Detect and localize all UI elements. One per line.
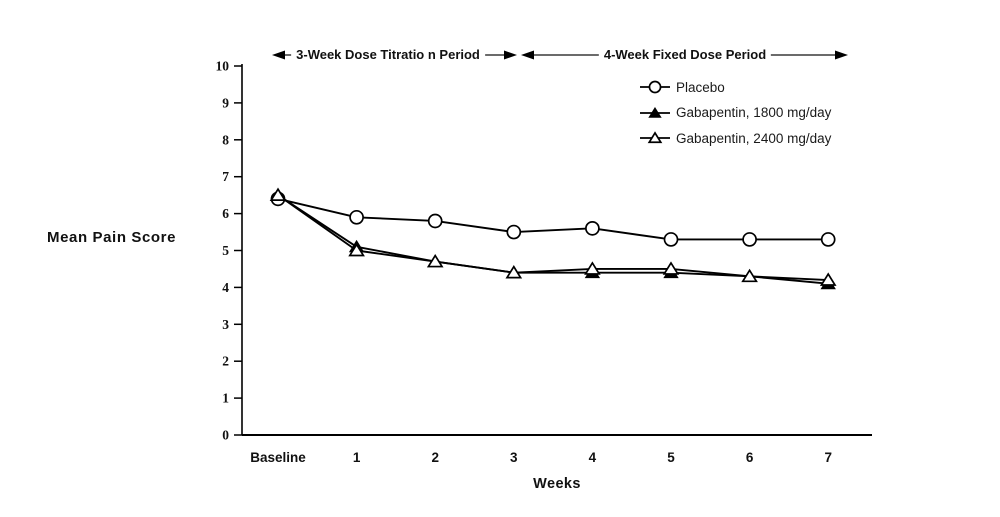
open-triangle-marker [348, 242, 365, 257]
open-triangle-marker [819, 272, 837, 286]
legend-item-gabapentin-1800: Gabapentin, 1800 mg/day [640, 104, 831, 122]
filled-triangle-marker [648, 106, 662, 118]
open-circle-icon [640, 80, 670, 94]
legend-label: Gabapentin, 1800 mg/day [676, 105, 832, 120]
open-circle-marker [663, 232, 679, 247]
open-circle-marker [427, 213, 443, 229]
legend-item-placebo: Placebo [640, 78, 831, 96]
arrow-left-icon [272, 50, 285, 60]
open-triangle-marker [426, 253, 444, 268]
y-tick-label: 7 [222, 169, 229, 184]
legend-label: Placebo [676, 79, 725, 95]
series-line [277, 197, 829, 241]
open-triangle-marker [269, 187, 287, 201]
legend-item-gabapentin-2400: Gabapentin, 2400 mg/day [640, 129, 831, 147]
y-axis-title: Mean Pain Score [47, 229, 177, 246]
y-tick-label: 0 [222, 428, 229, 443]
arrow-right-icon [835, 50, 848, 60]
y-tick-label: 2 [222, 354, 229, 369]
open-triangle-icon [640, 131, 670, 144]
y-tick-label: 5 [222, 243, 229, 258]
legend-label: Gabapentin, 2400 mg/day [676, 130, 832, 146]
x-tick-label: Baseline [250, 450, 306, 465]
y-tick-label: 8 [222, 132, 229, 147]
open-circle-marker [506, 224, 522, 240]
y-tick-label: 10 [216, 59, 230, 74]
y-tick-label: 9 [222, 95, 229, 110]
open-triangle-marker [741, 268, 758, 283]
x-tick-label: 4 [589, 450, 597, 465]
arrow-left-icon [521, 50, 534, 60]
x-tick-label: 6 [746, 450, 754, 465]
open-triangle-marker [584, 261, 601, 275]
x-tick-label: 3 [510, 450, 518, 465]
x-axis-title: Weeks [533, 476, 581, 492]
y-tick-label: 1 [222, 391, 229, 406]
x-tick-label: 7 [824, 450, 832, 465]
x-tick-label: 2 [431, 450, 439, 465]
open-circle-marker [742, 232, 757, 247]
y-tick-label: 4 [222, 280, 229, 295]
open-circle-marker [349, 209, 364, 225]
series-line [277, 194, 829, 281]
open-circle-marker [648, 80, 662, 94]
y-tick-label: 3 [222, 317, 229, 332]
legend: Placebo Gabapentin, 1800 mg/day Gabapent… [640, 78, 831, 155]
y-tick-label: 6 [222, 206, 229, 221]
open-triangle-marker [505, 265, 523, 279]
open-circle-marker [585, 221, 600, 236]
open-triangle-marker [662, 261, 680, 275]
fixed-dose-period-annotation: 4-Week Fixed Dose Period [598, 47, 772, 62]
arrow-right-icon [504, 50, 517, 60]
open-triangle-marker [647, 131, 663, 144]
x-tick-label: 1 [353, 450, 361, 465]
filled-triangle-icon [640, 106, 670, 118]
open-circle-marker [820, 232, 836, 247]
x-tick-label: 5 [667, 450, 675, 465]
titration-period-annotation: 3-Week Dose Titratio n Period [291, 47, 485, 62]
